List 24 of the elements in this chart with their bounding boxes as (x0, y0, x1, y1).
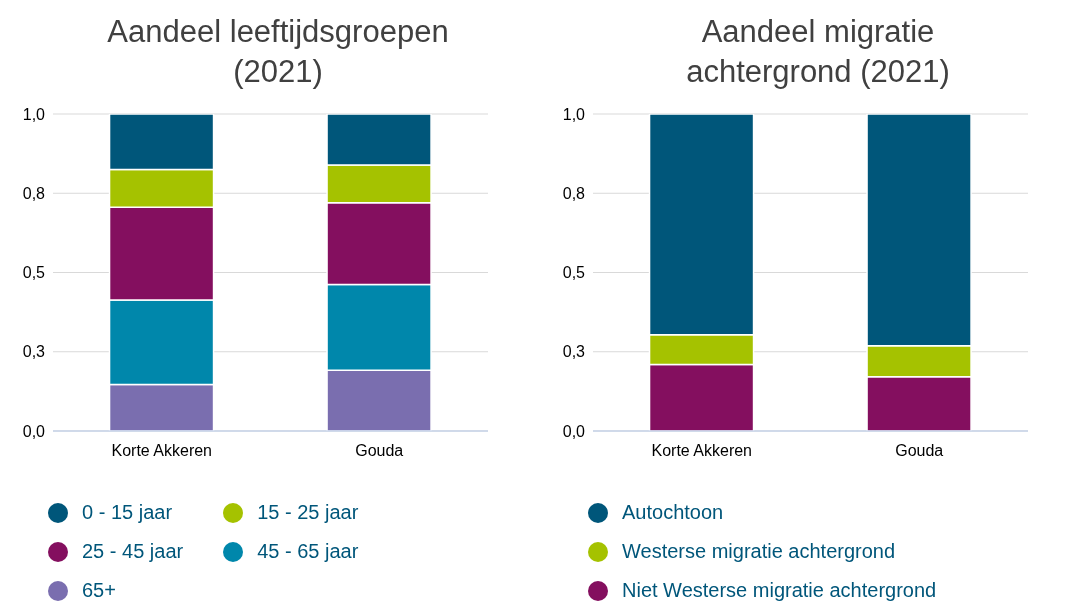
x-tick-label: Gouda (895, 442, 944, 460)
legend-label: 25 - 45 jaar (82, 540, 184, 563)
chart-title: Aandeel migratie achtergrond (2021) (685, 13, 951, 91)
y-tick-label: 0,3 (562, 343, 586, 361)
legend-label: 65+ (82, 579, 116, 602)
y-tick-label: 1,0 (562, 105, 586, 123)
y-tick-label: 1,0 (22, 105, 46, 123)
legend-label: Westerse migratie achtergrond (622, 540, 896, 563)
chart-title: Aandeel leeftijdsgroepen (2021) (106, 13, 450, 91)
y-tick-label: 0,0 (22, 422, 46, 440)
y-tick-label: 0,8 (22, 184, 46, 202)
y-tick-label: 0,5 (562, 264, 586, 282)
x-tick-label: Korte Akkeren (111, 442, 212, 460)
x-tick-label: Gouda (355, 442, 404, 460)
legend-label: 0 - 15 jaar (82, 501, 173, 524)
y-tick-label: 0,0 (562, 422, 586, 440)
legend-label: Autochtoon (622, 501, 724, 524)
legend-label: 45 - 65 jaar (257, 540, 359, 563)
x-tick-label: Korte Akkeren (651, 442, 752, 460)
legend-label: Niet Westerse migratie achtergrond (622, 579, 937, 602)
legend-label: 15 - 25 jaar (257, 501, 359, 524)
y-tick-label: 0,8 (562, 184, 586, 202)
y-tick-label: 0,3 (22, 343, 46, 361)
y-tick-label: 0,5 (22, 264, 46, 282)
